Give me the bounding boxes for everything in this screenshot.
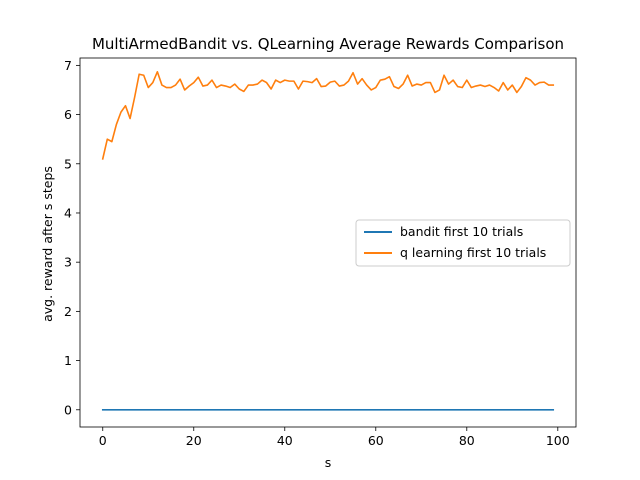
y-tick-label: 4 xyxy=(64,205,72,220)
legend: bandit first 10 trials q learning first … xyxy=(355,219,571,267)
y-axis-label: avg. reward after s steps xyxy=(40,166,55,322)
x-axis: 0 20 40 60 80 100 xyxy=(99,427,570,448)
x-tick-label: 0 xyxy=(99,433,107,448)
y-tick-label: 3 xyxy=(64,255,72,270)
legend-label-q-learning: q learning first 10 trials xyxy=(400,245,546,260)
legend-label-bandit: bandit first 10 trials xyxy=(400,224,523,239)
y-tick-label: 6 xyxy=(64,107,72,122)
y-tick-label: 1 xyxy=(64,353,72,368)
x-tick-label: 100 xyxy=(546,433,570,448)
x-tick-label: 80 xyxy=(459,433,475,448)
y-tick-label: 2 xyxy=(64,304,72,319)
y-tick-label: 5 xyxy=(64,156,72,171)
chart-title: MultiArmedBandit vs. QLearning Average R… xyxy=(92,35,564,53)
legend-box xyxy=(355,219,571,267)
x-tick-label: 20 xyxy=(186,433,202,448)
x-tick-label: 60 xyxy=(368,433,384,448)
plot-area xyxy=(79,57,577,428)
y-axis: 0 1 2 3 4 5 6 7 xyxy=(64,58,80,417)
x-tick-label: 40 xyxy=(277,433,293,448)
plot-frame xyxy=(79,57,577,428)
y-tick-label: 0 xyxy=(64,402,72,417)
y-tick-label: 7 xyxy=(64,58,72,73)
x-axis-label: s xyxy=(325,455,332,470)
series-line-q-learning xyxy=(101,70,555,160)
